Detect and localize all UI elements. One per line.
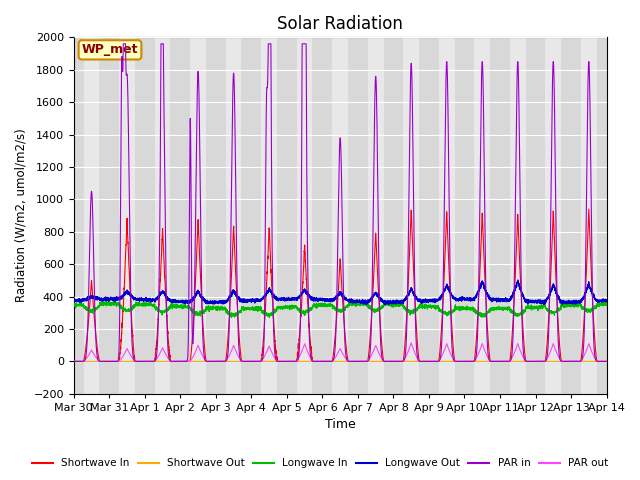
Bar [510, 37, 525, 394]
Bar [545, 37, 561, 394]
Bar [348, 37, 368, 394]
Bar [332, 37, 348, 394]
Bar [99, 37, 119, 394]
Bar [525, 37, 545, 394]
Bar [84, 37, 99, 394]
Bar [135, 37, 155, 394]
X-axis label: Time: Time [324, 419, 356, 432]
Bar [261, 37, 277, 394]
Bar [190, 37, 206, 394]
Bar [297, 37, 312, 394]
Bar [403, 37, 419, 394]
Bar [439, 37, 454, 394]
Bar [155, 37, 170, 394]
Bar [581, 37, 596, 394]
Title: Solar Radiation: Solar Radiation [277, 15, 403, 33]
Bar [454, 37, 474, 394]
Bar [241, 37, 261, 394]
Bar [206, 37, 226, 394]
Text: WP_met: WP_met [82, 43, 138, 56]
Bar [561, 37, 581, 394]
Legend: Shortwave In, Shortwave Out, Longwave In, Longwave Out, PAR in, PAR out: Shortwave In, Shortwave Out, Longwave In… [28, 454, 612, 472]
Bar [368, 37, 383, 394]
Y-axis label: Radiation (W/m2, umol/m2/s): Radiation (W/m2, umol/m2/s) [15, 129, 28, 302]
Bar [74, 37, 84, 394]
Bar [596, 37, 607, 394]
Bar [277, 37, 297, 394]
Bar [312, 37, 332, 394]
Bar [419, 37, 439, 394]
Bar [226, 37, 241, 394]
Bar [170, 37, 190, 394]
Bar [474, 37, 490, 394]
Bar [490, 37, 510, 394]
Bar [383, 37, 403, 394]
Bar [119, 37, 135, 394]
